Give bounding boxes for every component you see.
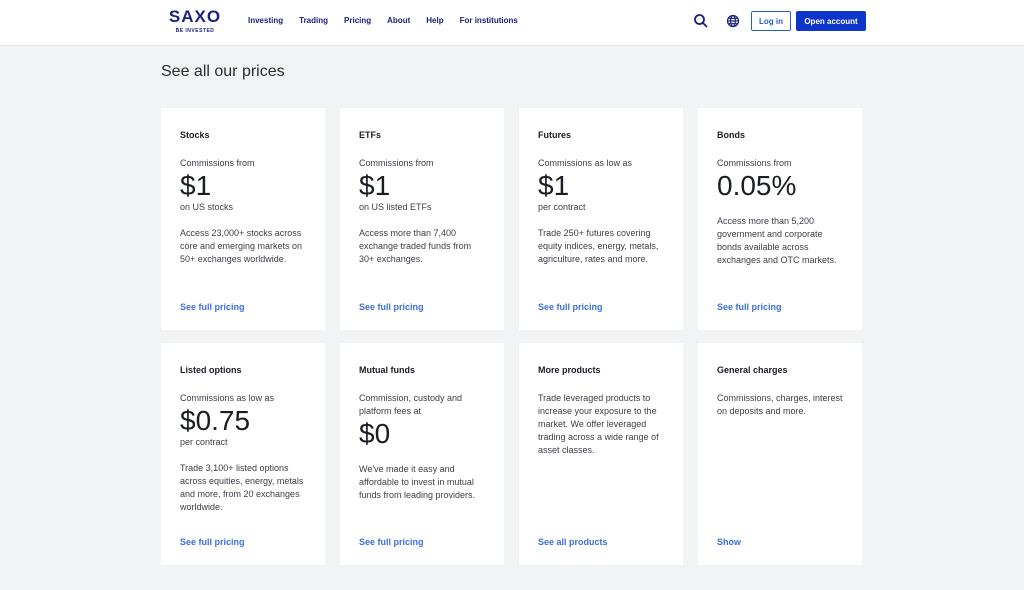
card-link[interactable]: See full pricing xyxy=(359,302,424,312)
nav-about[interactable]: About xyxy=(387,16,411,25)
header: SAXO BE INVESTED Investing Trading Prici… xyxy=(0,0,1024,46)
card-description: Access 23,000+ stocks across core and em… xyxy=(180,228,303,264)
pricing-card-more-products: More products Trade leveraged products to… xyxy=(519,343,683,565)
card-description: Access more than 5,200 government and co… xyxy=(717,216,837,265)
price-unit: on US stocks xyxy=(180,202,234,212)
card-description: Commissions, charges, interest on deposi… xyxy=(717,393,843,416)
card-description: We've made it easy and affordable to inv… xyxy=(359,464,476,500)
open-account-button[interactable]: Open account xyxy=(796,11,866,31)
price-value: $1 xyxy=(538,170,570,201)
price-value: $0 xyxy=(359,418,391,449)
nav-help[interactable]: Help xyxy=(426,16,444,25)
pricing-card-listed-options: Listed options Commissions as low as $0.75… xyxy=(161,343,325,565)
card-title: Stocks xyxy=(180,130,210,140)
card-title: General charges xyxy=(717,365,788,375)
commission-label: Commissions from xyxy=(717,158,792,168)
price-unit: per contract xyxy=(180,437,228,447)
price-unit: on US listed ETFs xyxy=(359,202,432,212)
commission-label: Commissions as low as xyxy=(180,393,275,403)
card-link[interactable]: See full pricing xyxy=(180,302,245,312)
price-value: $0.75 xyxy=(180,405,251,436)
pricing-card-etfs: ETFs Commissions from $1 on US listed ETFs A… xyxy=(340,108,504,330)
commission-label: Commissions from xyxy=(180,158,255,168)
card-title: ETFs xyxy=(359,130,382,140)
price-value: 0.05% xyxy=(717,170,797,201)
nav-pricing[interactable]: Pricing xyxy=(344,16,372,25)
price-value: $1 xyxy=(359,170,391,201)
pricing-card-stocks: Stocks Commissions from $1 on US stocks Acce… xyxy=(161,108,325,330)
card-link[interactable]: See full pricing xyxy=(359,537,424,547)
card-description: Trade 3,100+ listed options across equit… xyxy=(180,463,304,512)
nav-investing[interactable]: Investing xyxy=(248,16,284,25)
pricing-card-futures: Futures Commissions as low as $1 per contra… xyxy=(519,108,683,330)
card-link[interactable]: See full pricing xyxy=(717,302,782,312)
main-nav: Investing Trading Pricing About Help For… xyxy=(248,16,518,25)
login-button[interactable]: Log in xyxy=(751,11,791,31)
commission-label: Commissions from xyxy=(359,158,434,168)
card-title: More products xyxy=(538,365,601,375)
page-title: See all our prices xyxy=(161,63,285,80)
pricing-card-bonds: Bonds Commissions from 0.05% Access more th… xyxy=(698,108,862,330)
card-link[interactable]: See full pricing xyxy=(180,537,245,547)
globe-icon[interactable] xyxy=(725,13,741,29)
card-title: Listed options xyxy=(180,365,242,375)
card-link[interactable]: Show xyxy=(717,537,741,547)
commission-label: Commissions as low as xyxy=(538,158,633,168)
logo-wordmark: SAXO xyxy=(168,7,222,26)
pricing-card-mutual-funds: Mutual funds Commission, custody and plat… xyxy=(340,343,504,565)
search-icon[interactable] xyxy=(693,13,709,29)
saxo-logo[interactable]: SAXO BE INVESTED xyxy=(168,7,222,35)
card-link[interactable]: See all products xyxy=(538,537,608,547)
card-title: Futures xyxy=(538,130,572,140)
nav-for-institutions[interactable]: For institutions xyxy=(459,16,518,25)
price-unit: per contract xyxy=(538,202,586,212)
card-description: Access more than 7,400 exchange traded f… xyxy=(359,228,472,264)
logo-tagline: BE INVESTED xyxy=(175,28,215,34)
price-value: $1 xyxy=(180,170,212,201)
card-link[interactable]: See full pricing xyxy=(538,302,603,312)
commission-label: Commission, custody and platform fees at xyxy=(359,393,463,416)
card-title: Bonds xyxy=(717,130,745,140)
card-description: Trade leveraged products to increase you… xyxy=(538,393,659,455)
nav-trading[interactable]: Trading xyxy=(299,16,329,25)
card-title: Mutual funds xyxy=(359,365,415,375)
card-description: Trade 250+ futures covering equity indic… xyxy=(538,228,659,264)
pricing-grid: Stocks Commissions from $1 on US stocks Acce… xyxy=(161,108,862,565)
pricing-card-general-charges: General charges Commissions, charges, int… xyxy=(698,343,862,565)
